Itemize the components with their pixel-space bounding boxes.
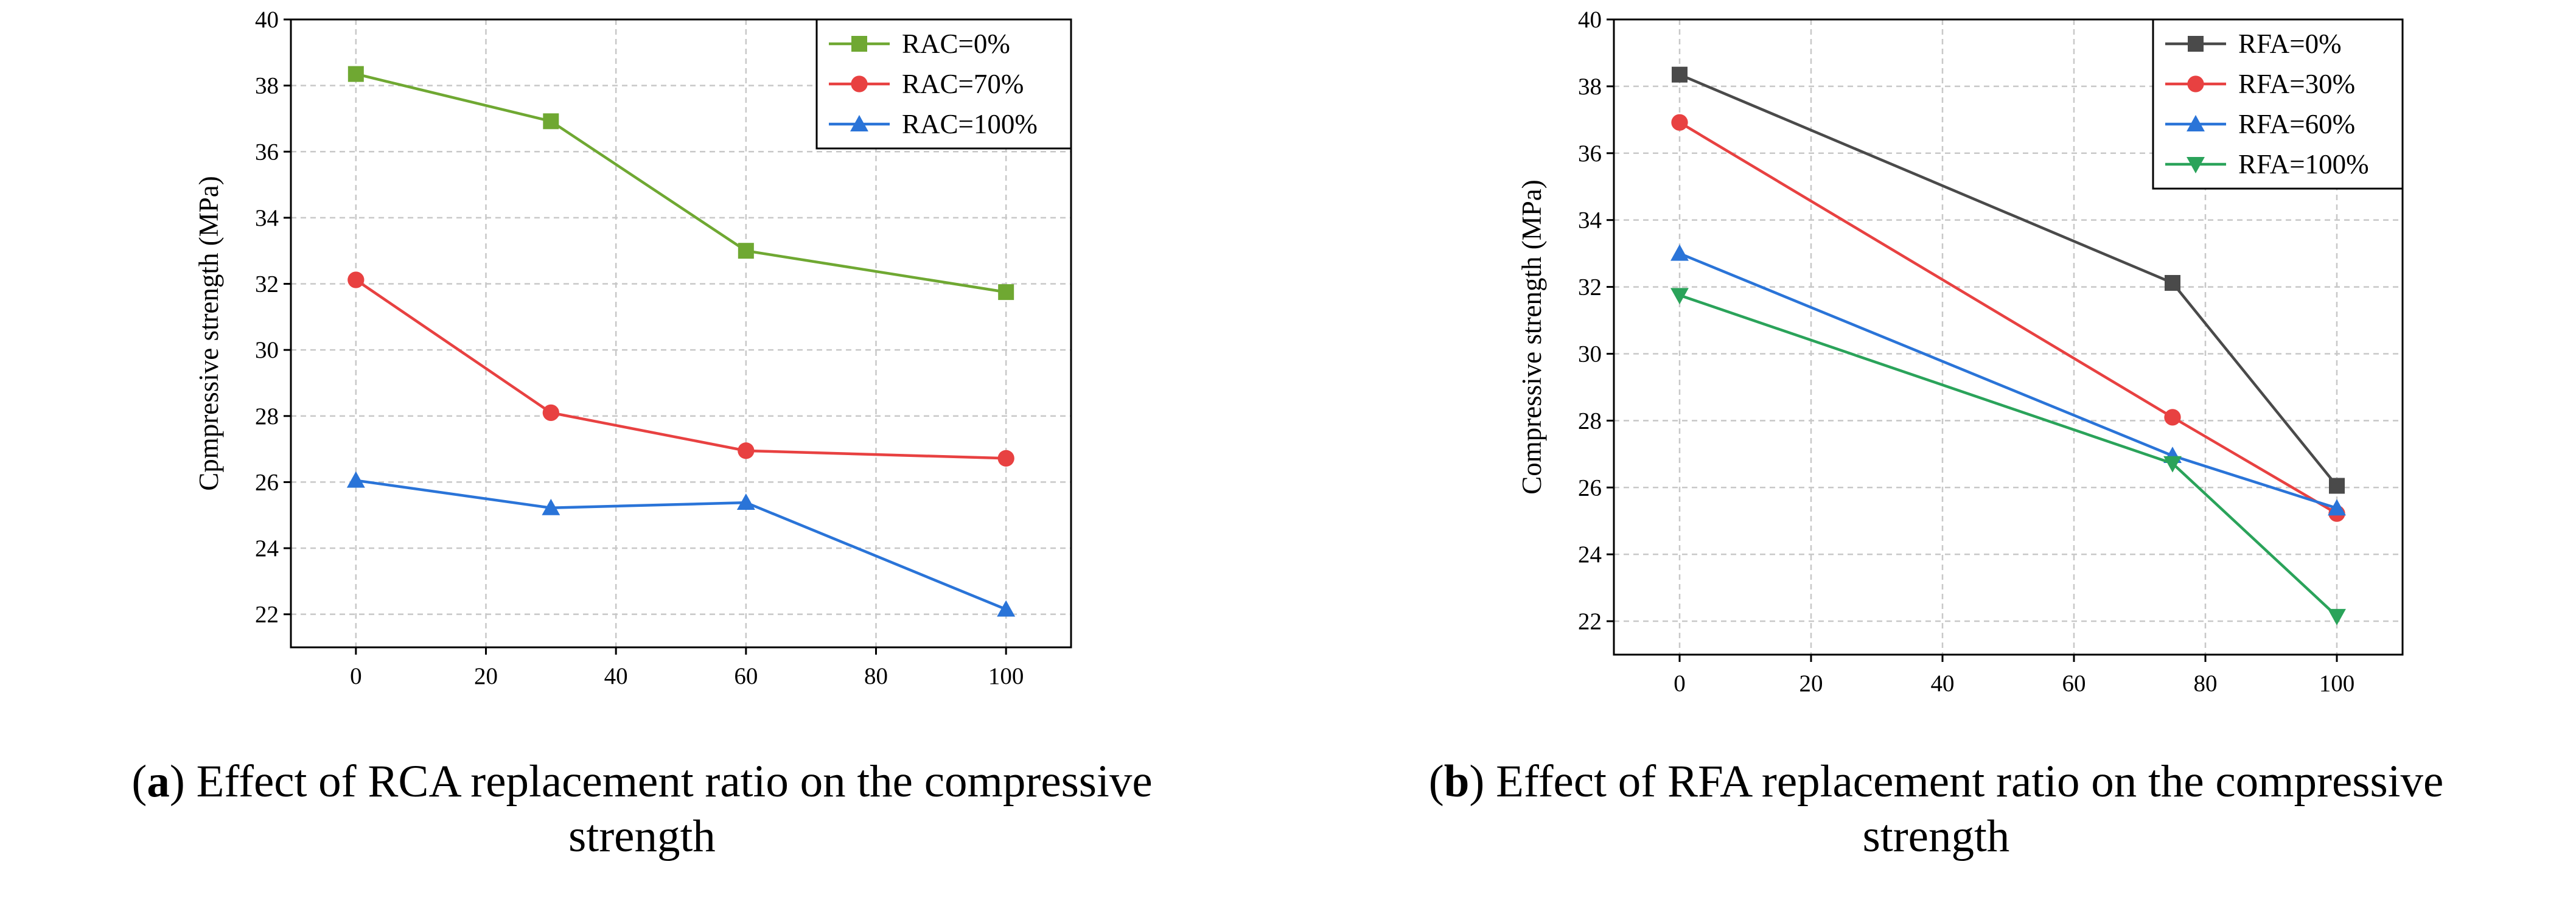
data-point-s1-2 (738, 442, 755, 459)
y-axis-title: Cpmpressive strength (MPa) (194, 176, 224, 490)
legend-label-3: RFA=100% (2238, 149, 2369, 179)
x-tick-label: 60 (2062, 670, 2086, 697)
x-tick-label: 40 (1931, 670, 1955, 697)
series-line-2 (355, 479, 1007, 611)
data-point-s0-3 (998, 284, 1014, 301)
series-line-0 (355, 72, 1007, 294)
data-point-s1-3 (997, 450, 1014, 467)
legend-label-2: RFA=60% (2238, 109, 2355, 139)
legend-marker-2 (850, 115, 868, 131)
data-point-s2-1 (542, 498, 560, 515)
caption-b-line2: strength (1862, 811, 2010, 861)
x-tick-label: 0 (1674, 670, 1686, 697)
y-tick-label: 36 (255, 139, 279, 165)
y-tick-label: 36 (1578, 141, 1602, 167)
data-point-s0-2 (2329, 478, 2345, 494)
x-tick-label: 20 (474, 663, 498, 689)
y-tick-label: 30 (1578, 341, 1602, 367)
legend-marker-0 (2188, 36, 2204, 52)
x-tick-label: 0 (350, 663, 362, 689)
x-tick-label: 60 (734, 663, 758, 689)
data-point-s3-1 (2163, 456, 2182, 473)
data-point-s2-2 (736, 493, 755, 510)
chart-a: 0 20 40 60 80 100 22 24 26 28 30 32 34 36 38 40 RFA (%) C… (194, 7, 1072, 718)
data-point-s0-1 (543, 113, 559, 130)
legend-label-0: RFA=0% (2238, 29, 2342, 59)
plot-frame (1613, 18, 2404, 656)
legend-marker-1 (2187, 75, 2204, 92)
legend-label-2: RAC=100% (902, 109, 1038, 139)
plot-frame (290, 18, 1072, 649)
data-point-s2-2 (2328, 499, 2346, 516)
series-line-2 (1679, 252, 2337, 510)
caption-b-text: ) Effect of RFA replacement ratio on the… (1469, 756, 2444, 807)
y-tick-label: 34 (1578, 207, 1602, 234)
caption-a-line1: (a) Effect of RCA replacement ratio on t… (131, 756, 1153, 807)
data-point-s0-2 (738, 243, 754, 259)
y-tick-label: 32 (255, 271, 279, 298)
data-point-s3-2 (2328, 608, 2346, 625)
data-point-s1-1 (2164, 409, 2181, 426)
caption-a: (a) Effect of RCA replacement ratio on t… (0, 754, 1284, 864)
y-tick-label: 32 (1578, 274, 1602, 301)
y-tick-label: 26 (255, 469, 279, 495)
x-tick-label: 40 (604, 663, 628, 689)
data-point-s2-0 (346, 471, 365, 488)
legend-label-0: RAC=0% (902, 29, 1010, 59)
data-point-s1-1 (542, 404, 559, 422)
data-point-s1-0 (347, 271, 365, 288)
legend-marker-0 (851, 36, 867, 52)
y-tick-label: 22 (255, 602, 279, 628)
data-point-s3-0 (1670, 288, 1689, 305)
y-tick-label: 38 (255, 73, 279, 99)
y-tick-label: 24 (255, 535, 279, 562)
x-tick-label: 80 (864, 663, 888, 689)
y-tick-label: 26 (1578, 475, 1602, 501)
data-point-s2-3 (997, 600, 1016, 617)
y-tick-label: 40 (255, 7, 279, 33)
caption-b-line1: (b) Effect of RFA replacement ratio on t… (1428, 756, 2444, 807)
data-point-s2-0 (1670, 244, 1689, 261)
legend-marker-1 (851, 75, 868, 92)
legend-label-1: RAC=70% (902, 69, 1024, 99)
y-tick-label: 24 (1578, 541, 1602, 568)
data-point-s0-0 (1672, 66, 1688, 83)
chart-b: 02040608010022242628303234363840RCA (%)C… (1517, 7, 2404, 697)
figure: 0 20 40 60 80 100 22 24 26 28 30 32 34 36 38 40 RFA (%) C… (194, 7, 2404, 718)
caption-a-letter: a (147, 756, 170, 807)
legend-marker-2 (2187, 115, 2205, 131)
y-tick-label: 28 (1578, 408, 1602, 434)
x-tick-label: 20 (1799, 670, 1823, 697)
y-tick-label: 40 (1578, 7, 1602, 33)
y-tick-label: 28 (255, 403, 279, 430)
y-tick-label: 30 (255, 337, 279, 363)
data-point-s0-1 (2165, 274, 2180, 291)
y-tick-label: 22 (1578, 608, 1602, 635)
legend-marker-3 (2187, 157, 2205, 173)
x-tick-label: 80 (2194, 670, 2218, 697)
x-tick-label: 100 (988, 663, 1024, 689)
legend-label-1: RFA=30% (2238, 69, 2355, 99)
data-point-s0-0 (347, 66, 364, 82)
x-axis-title: RFA (%) (632, 714, 730, 718)
series-line-1 (355, 279, 1007, 460)
caption-b: (b) Effect of RFA replacement ratio on t… (1296, 754, 2576, 864)
x-tick-label: 100 (2319, 670, 2355, 697)
y-axis-title: Compressive strength (MPa) (1517, 179, 1547, 494)
y-tick-label: 34 (255, 205, 279, 231)
y-tick-label: 38 (1578, 74, 1602, 100)
caption-a-text: ) Effect of RCA replacement ratio on the… (169, 756, 1153, 807)
data-point-s1-0 (1671, 114, 1688, 131)
caption-b-letter: b (1443, 756, 1470, 807)
caption-a-line2: strength (568, 811, 716, 861)
